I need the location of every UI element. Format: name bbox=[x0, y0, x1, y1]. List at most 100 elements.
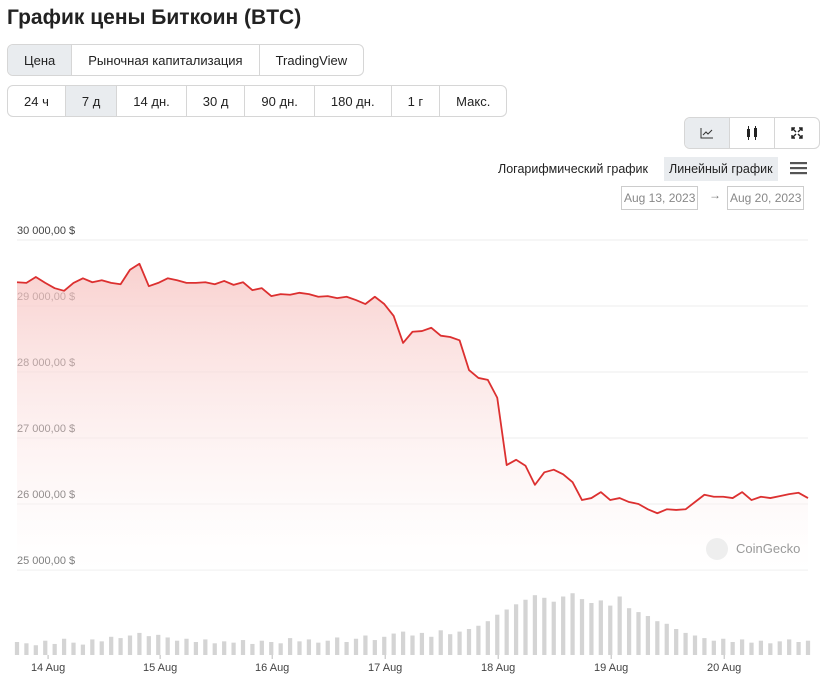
volume-bar bbox=[448, 634, 453, 655]
x-tick-label: 19 Aug bbox=[594, 662, 628, 674]
volume-bar bbox=[683, 632, 688, 655]
volume-bar bbox=[523, 599, 528, 655]
volume-bar bbox=[400, 631, 406, 655]
volume-bar bbox=[33, 645, 38, 655]
watermark-logo bbox=[706, 538, 728, 560]
linear-scale-button[interactable]: Линейный график bbox=[664, 157, 778, 181]
volume-bar bbox=[127, 635, 133, 655]
log-scale-button[interactable]: Логарифмический график bbox=[498, 162, 649, 176]
price bbox=[16, 262, 809, 570]
volume-bar bbox=[758, 640, 764, 655]
date-to[interactable]: Aug 20, 2023 bbox=[727, 186, 805, 210]
period-button[interactable]: 30 д bbox=[185, 86, 245, 116]
volume-bar bbox=[617, 596, 622, 655]
volume-bar bbox=[485, 621, 490, 655]
candle-chart-button[interactable] bbox=[729, 118, 774, 148]
volume-bar bbox=[344, 642, 349, 655]
volume-bar bbox=[787, 639, 792, 655]
volume-bar bbox=[118, 638, 123, 655]
volume-bar bbox=[325, 640, 330, 655]
volume-bar bbox=[532, 595, 538, 655]
volume-bar bbox=[203, 639, 208, 655]
period-button[interactable]: Макс. bbox=[439, 86, 506, 116]
volume-bar bbox=[645, 616, 651, 655]
volume-bar bbox=[137, 632, 142, 655]
volume-bar bbox=[777, 641, 782, 655]
volume-bar bbox=[372, 640, 377, 655]
volume-bar bbox=[636, 612, 641, 655]
volume-bar bbox=[165, 637, 170, 655]
watermark-text: CoinGecko bbox=[736, 541, 800, 556]
x-tick-label: 16 Aug bbox=[255, 662, 289, 674]
fullscreen-button[interactable] bbox=[774, 118, 819, 148]
watermark: CoinGecko bbox=[706, 538, 800, 560]
period-button[interactable]: 7 д bbox=[64, 86, 117, 116]
volume-bar bbox=[156, 634, 161, 655]
volume-bar bbox=[231, 642, 236, 655]
volume-bar bbox=[193, 642, 199, 655]
tab[interactable]: Цена bbox=[8, 45, 72, 75]
volume-bar bbox=[598, 600, 603, 655]
volume-bar bbox=[664, 623, 669, 655]
volume-bar bbox=[99, 641, 104, 655]
volume-bar bbox=[24, 643, 29, 655]
tab[interactable]: Рыночная капитализация bbox=[71, 45, 258, 75]
volume-bar bbox=[626, 608, 632, 655]
x-tick-label: 15 Aug bbox=[143, 662, 177, 674]
volume-bar bbox=[316, 642, 321, 655]
period-button[interactable]: 90 дн. bbox=[244, 86, 313, 116]
volume-bar bbox=[711, 640, 716, 655]
volume-bar bbox=[278, 643, 283, 655]
volume-bar bbox=[306, 639, 312, 655]
title: График цены Биткоин (BTC) bbox=[7, 6, 302, 29]
volume-bar bbox=[14, 642, 20, 655]
menu-button[interactable] bbox=[790, 161, 807, 175]
volume-bar bbox=[796, 642, 801, 655]
volume-bar bbox=[504, 609, 509, 655]
volume-bar bbox=[71, 642, 76, 655]
volume-bar bbox=[391, 633, 396, 655]
price-area bbox=[17, 263, 808, 570]
volume-bar bbox=[287, 638, 293, 655]
tab[interactable]: TradingView bbox=[258, 45, 364, 75]
volume-bar bbox=[240, 640, 246, 655]
icon bbox=[700, 128, 713, 139]
volume-bar bbox=[513, 604, 519, 655]
volume-bar bbox=[655, 621, 660, 655]
price-line bbox=[16, 262, 809, 515]
volume-bar bbox=[363, 635, 368, 655]
volume-bar bbox=[561, 596, 566, 655]
volume bbox=[14, 593, 811, 655]
volume-bar bbox=[212, 643, 217, 655]
x-tick-label: 17 Aug bbox=[368, 662, 402, 674]
volume-bar bbox=[335, 637, 340, 655]
icon bbox=[791, 127, 803, 139]
volume-bar bbox=[551, 601, 556, 655]
volume-bar bbox=[749, 642, 754, 655]
volume-bar bbox=[495, 614, 500, 655]
volume-bar bbox=[579, 599, 585, 655]
date-arrow: → bbox=[709, 188, 721, 202]
volume-bar bbox=[80, 644, 86, 655]
icon bbox=[747, 126, 757, 140]
date-from[interactable]: Aug 13, 2023 bbox=[621, 186, 699, 210]
period-button[interactable]: 24 ч bbox=[24, 93, 49, 109]
period-button[interactable]: 1 г bbox=[390, 86, 440, 116]
period-button[interactable]: 180 дн. bbox=[313, 86, 391, 116]
period-button[interactable]: 14 дн. bbox=[116, 86, 185, 116]
volume-bar bbox=[466, 629, 472, 655]
volume-bar bbox=[476, 625, 481, 655]
volume-bar bbox=[457, 631, 462, 655]
x-tick-label: 14 Aug bbox=[31, 662, 65, 674]
volume-bar bbox=[297, 641, 302, 655]
line-chart-button[interactable] bbox=[685, 118, 729, 148]
volume-bar bbox=[382, 636, 387, 655]
volume-bar bbox=[730, 642, 735, 655]
volume-bar bbox=[353, 638, 359, 655]
volume-bar bbox=[739, 639, 745, 655]
volume-bar bbox=[259, 640, 264, 655]
volume-bar bbox=[721, 638, 726, 655]
volume-bar bbox=[429, 636, 434, 655]
